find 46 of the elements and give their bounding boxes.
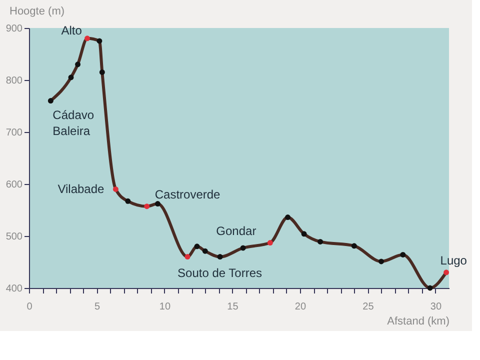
point	[351, 243, 357, 249]
y-tick-label: 700	[6, 128, 23, 138]
annotation: Vilabade	[58, 182, 105, 196]
point	[240, 245, 246, 251]
point	[301, 231, 307, 237]
x-tick-label: 5	[94, 302, 100, 312]
y-tick-label: 800	[6, 76, 23, 86]
x-tick-label: 10	[159, 302, 171, 312]
point	[378, 258, 384, 264]
y-tick-label: 900	[6, 24, 23, 34]
point	[84, 36, 90, 42]
point	[267, 240, 273, 246]
x-tick-label: 25	[362, 302, 374, 312]
annotation: Alto	[61, 23, 82, 38]
point	[144, 204, 150, 210]
annotation: Lugo	[440, 253, 468, 268]
point	[285, 214, 291, 220]
point	[318, 238, 324, 244]
point	[99, 69, 105, 75]
point	[112, 186, 118, 192]
point	[68, 74, 74, 80]
point	[154, 201, 160, 206]
annotation: Castroverde	[154, 187, 221, 202]
point	[125, 198, 131, 204]
point	[202, 248, 208, 254]
x-tick-label: 20	[294, 302, 306, 312]
y-axis-title: Hoogte (m)	[10, 6, 65, 18]
point	[96, 38, 102, 44]
y-tick-label: 500	[6, 232, 23, 242]
point	[184, 254, 190, 260]
point	[427, 285, 433, 291]
point	[48, 98, 54, 104]
annotation: Souto de Torres	[178, 266, 262, 280]
point	[400, 252, 406, 258]
y-tick-label: 400	[6, 284, 23, 294]
point	[194, 244, 200, 250]
x-tick-label: 15	[227, 302, 239, 312]
point	[75, 62, 81, 68]
x-tick-label: 30	[430, 302, 442, 312]
point	[217, 254, 223, 260]
point	[444, 270, 450, 276]
x-axis-title: Afstand (km)	[387, 316, 450, 328]
x-tick-label: 0	[26, 302, 33, 312]
y-tick-label: 600	[6, 180, 23, 190]
annotation: Cádavo Baleira	[52, 108, 94, 138]
annotation: Gondar	[216, 224, 256, 238]
